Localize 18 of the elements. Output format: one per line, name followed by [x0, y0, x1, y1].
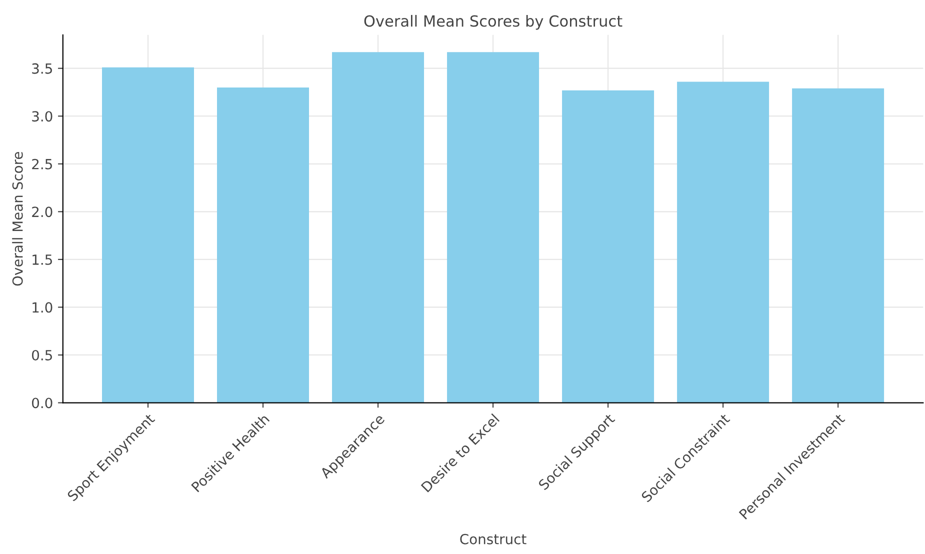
y-tick-label: 3.5 [32, 63, 52, 74]
bar [102, 67, 194, 403]
bar [447, 52, 540, 403]
y-tick-label: 2.0 [32, 206, 52, 218]
bar [332, 52, 424, 403]
bar [562, 90, 654, 403]
y-tick-label: 1.0 [32, 302, 52, 313]
x-axis-title: Construct [460, 534, 526, 544]
bar [217, 87, 310, 403]
y-tick-label: 0.0 [32, 398, 52, 408]
y-axis-title: Overall Mean Score [12, 152, 23, 286]
y-tick-label: 3.0 [32, 111, 52, 122]
y-tick-label: 0.5 [32, 350, 52, 360]
y-tick-label: 1.5 [32, 254, 52, 265]
bar [792, 88, 884, 403]
chart-title: Overall Mean Scores by Construct [364, 14, 622, 30]
y-tick-label: 2.5 [32, 158, 52, 170]
bar [677, 82, 770, 403]
